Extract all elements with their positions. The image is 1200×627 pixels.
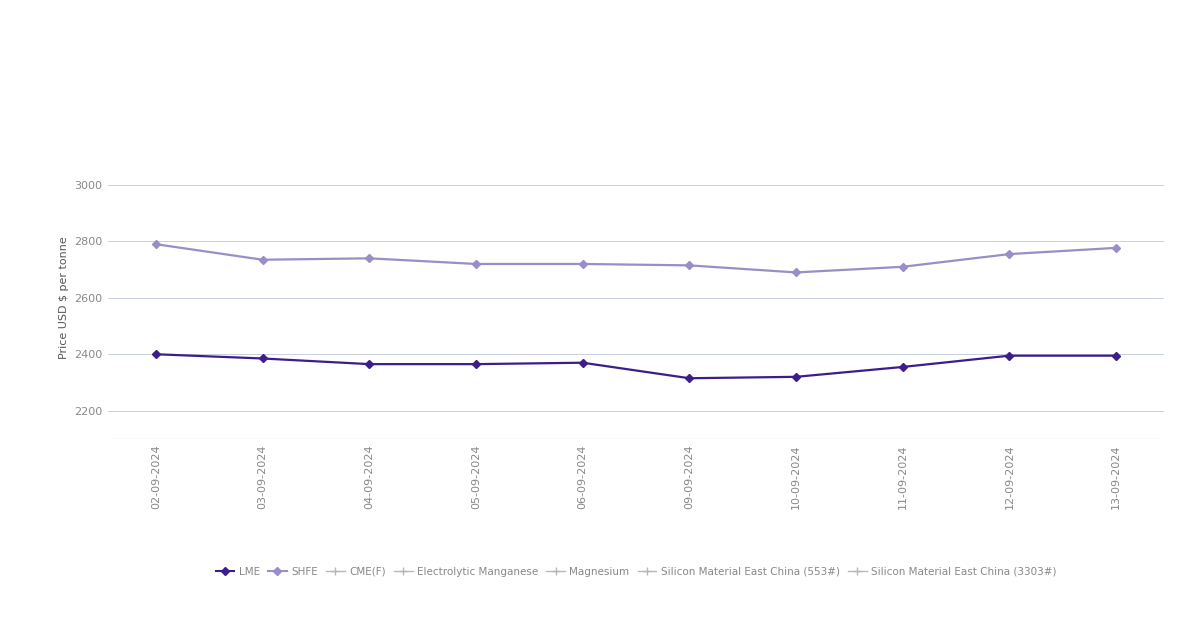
SHFE (576, 260, 590, 268)
LME (469, 361, 484, 368)
LME (149, 350, 163, 358)
SHFE (1002, 250, 1016, 258)
LME (788, 373, 803, 381)
Legend: LME, SHFE, CME(F), Electrolytic Manganese, Magnesium, Silicon Material East Chin: LME, SHFE, CME(F), Electrolytic Manganes… (211, 562, 1061, 581)
LME (682, 374, 696, 382)
SHFE (682, 261, 696, 269)
SHFE (256, 256, 270, 263)
Y-axis label: Price USD $ per tonne: Price USD $ per tonne (59, 236, 68, 359)
LME (576, 359, 590, 366)
LME (1109, 352, 1123, 359)
LME (362, 361, 377, 368)
SHFE (1109, 244, 1123, 251)
SHFE (362, 255, 377, 262)
LME (895, 363, 910, 371)
SHFE (469, 260, 484, 268)
SHFE (788, 268, 803, 276)
Line: LME: LME (152, 351, 1120, 381)
SHFE (149, 241, 163, 248)
SHFE (895, 263, 910, 271)
LME (256, 355, 270, 362)
Line: SHFE: SHFE (152, 241, 1120, 275)
LME (1002, 352, 1016, 359)
